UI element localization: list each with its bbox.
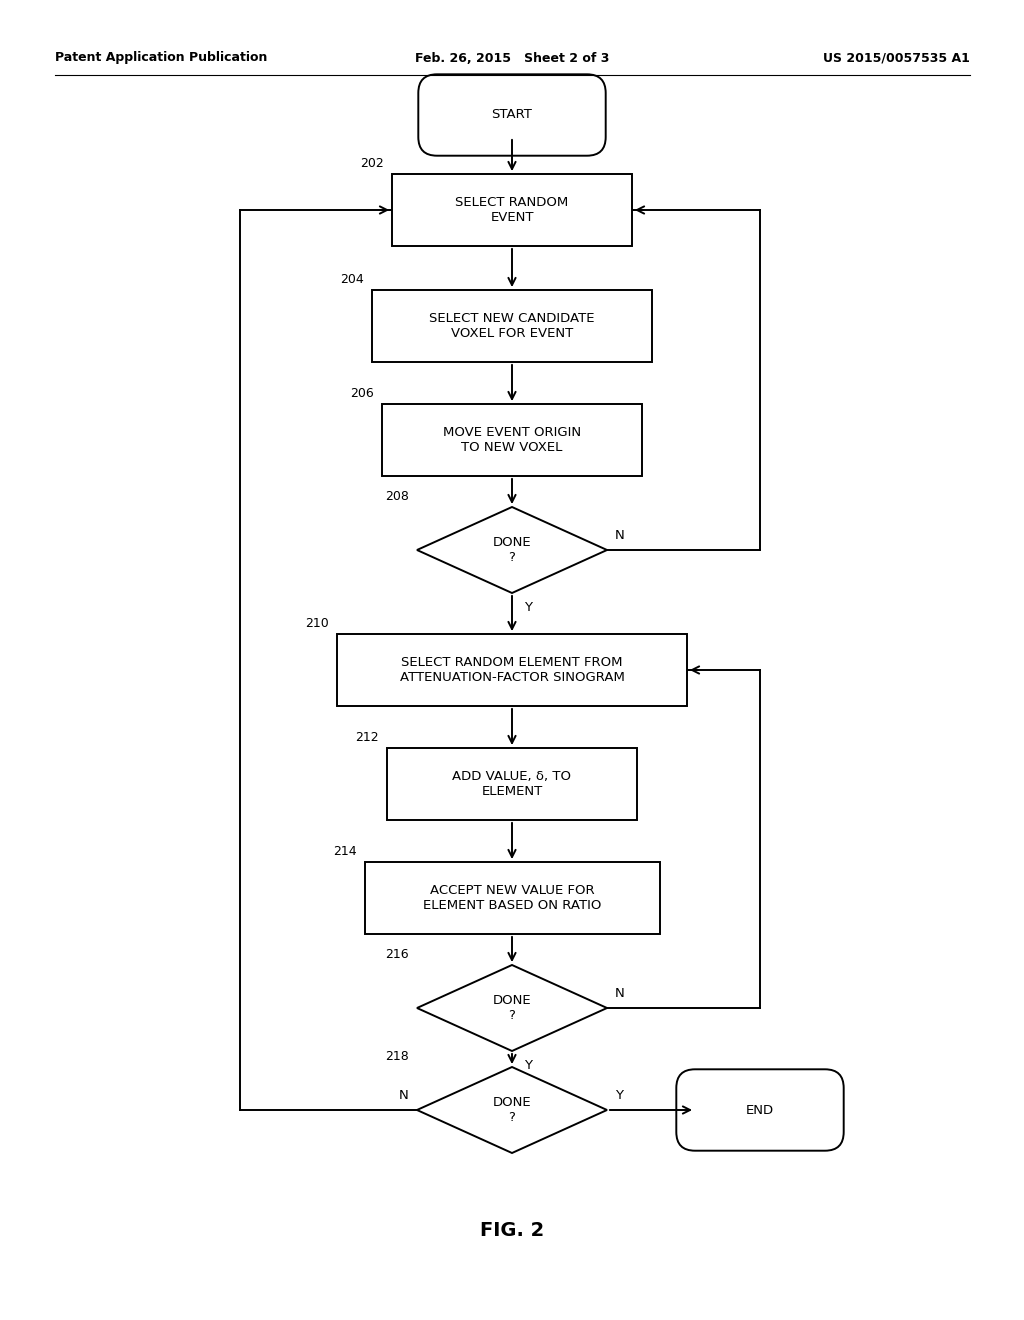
Text: END: END — [745, 1104, 774, 1117]
Text: FIG. 2: FIG. 2 — [480, 1221, 544, 1239]
Text: 212: 212 — [355, 731, 379, 744]
Text: N: N — [615, 987, 625, 1001]
Bar — [387, 748, 637, 820]
FancyBboxPatch shape — [676, 1069, 844, 1151]
Text: Y: Y — [524, 601, 532, 614]
Text: Feb. 26, 2015   Sheet 2 of 3: Feb. 26, 2015 Sheet 2 of 3 — [415, 51, 609, 65]
Text: 202: 202 — [360, 157, 384, 170]
Text: N: N — [399, 1089, 409, 1102]
Text: 204: 204 — [340, 273, 364, 286]
Text: DONE
?: DONE ? — [493, 536, 531, 564]
Text: DONE
?: DONE ? — [493, 994, 531, 1022]
Text: ACCEPT NEW VALUE FOR
ELEMENT BASED ON RATIO: ACCEPT NEW VALUE FOR ELEMENT BASED ON RA… — [423, 884, 601, 912]
Bar — [372, 290, 652, 362]
Text: 216: 216 — [385, 948, 409, 961]
Polygon shape — [417, 1067, 607, 1152]
Text: SELECT RANDOM
EVENT: SELECT RANDOM EVENT — [456, 195, 568, 224]
Text: 210: 210 — [305, 616, 329, 630]
Polygon shape — [417, 507, 607, 593]
Text: SELECT RANDOM ELEMENT FROM
ATTENUATION-FACTOR SINOGRAM: SELECT RANDOM ELEMENT FROM ATTENUATION-F… — [399, 656, 625, 684]
Text: MOVE EVENT ORIGIN
TO NEW VOXEL: MOVE EVENT ORIGIN TO NEW VOXEL — [443, 426, 581, 454]
Text: Y: Y — [615, 1089, 623, 1102]
Text: START: START — [492, 108, 532, 121]
Text: SELECT NEW CANDIDATE
VOXEL FOR EVENT: SELECT NEW CANDIDATE VOXEL FOR EVENT — [429, 312, 595, 341]
Text: ADD VALUE, δ, TO
ELEMENT: ADD VALUE, δ, TO ELEMENT — [453, 770, 571, 799]
Bar — [392, 174, 632, 246]
Text: 208: 208 — [385, 490, 409, 503]
Bar — [382, 404, 642, 477]
Text: Patent Application Publication: Patent Application Publication — [55, 51, 267, 65]
Polygon shape — [417, 965, 607, 1051]
Text: Y: Y — [524, 1059, 532, 1072]
Bar — [365, 862, 659, 935]
Text: 206: 206 — [350, 387, 374, 400]
Bar — [337, 634, 687, 706]
Text: 218: 218 — [385, 1049, 409, 1063]
Text: N: N — [615, 529, 625, 543]
Text: US 2015/0057535 A1: US 2015/0057535 A1 — [823, 51, 970, 65]
FancyBboxPatch shape — [418, 74, 606, 156]
Text: 214: 214 — [333, 845, 356, 858]
Text: DONE
?: DONE ? — [493, 1096, 531, 1125]
